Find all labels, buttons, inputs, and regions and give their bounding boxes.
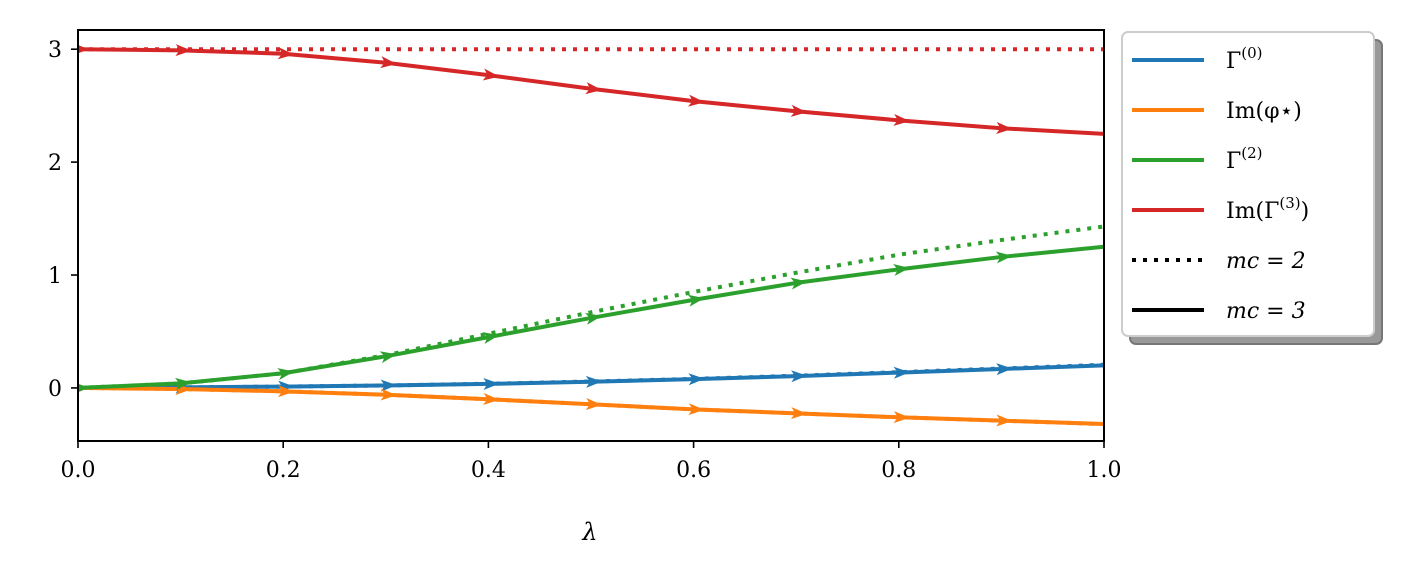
- series-arrow-g3_m3: [996, 121, 1013, 134]
- series-arrow-g0_m3: [790, 370, 808, 383]
- series-arrow-im_m3: [996, 414, 1013, 427]
- series-arrow-g3_m3: [688, 94, 705, 107]
- axes-frame: [77, 29, 1105, 442]
- y-tick-label: 0: [48, 377, 62, 402]
- y-tick-label: 1: [48, 264, 62, 289]
- series-arrow-g2_m3: [995, 251, 1013, 264]
- series-arrow-g2_m3: [78, 382, 89, 395]
- x-tick-label: 0.4: [471, 458, 506, 483]
- x-tick-label: 0.6: [676, 458, 711, 483]
- series-arrow-g3_m3: [790, 104, 808, 117]
- x-tick-label: 0.8: [881, 458, 916, 483]
- series-arrow-g2_m3: [790, 277, 808, 290]
- series-arrow-g3_m3: [277, 47, 295, 60]
- series-arrow-g0_m3: [688, 373, 705, 386]
- x-tick-label: 1.0: [1087, 458, 1122, 483]
- series-arrow-im_m3: [688, 403, 705, 416]
- series-arrow-g3_m3: [585, 82, 602, 95]
- series-arrow-g3_m3: [175, 44, 192, 57]
- y-tick-label: 3: [48, 38, 62, 63]
- legend-label: mc = 3: [1226, 299, 1306, 324]
- series-arrow-g2_m3: [379, 351, 397, 364]
- series-arrow-g0_m3: [483, 377, 500, 390]
- series-arrow-g2_m3: [175, 377, 192, 390]
- legend-label: Im(φ⋆): [1226, 99, 1302, 124]
- x-tick-label: 0.0: [61, 458, 96, 483]
- axes-layer: 0.0 0.2 0.4 0.6 0.8 1.0 0 1 2 3: [48, 29, 1122, 483]
- series-arrow-im_m3: [893, 411, 910, 424]
- legend-label: mc = 2: [1226, 249, 1306, 274]
- series-arrow-im_m3: [380, 388, 397, 401]
- series-arrow-g0_m3: [893, 366, 910, 379]
- series-arrow-g2_m3: [585, 312, 602, 325]
- series-arrow-g2_m3: [893, 264, 910, 276]
- y-tick-label: 2: [48, 151, 62, 176]
- x-tick-label: 0.2: [266, 458, 301, 483]
- series-arrow-g2_m3: [482, 332, 500, 344]
- series-arrow-im_m3: [483, 392, 500, 405]
- series-arrow-g0_m3: [380, 379, 397, 392]
- series-arrow-g0_m3: [585, 375, 602, 388]
- legend-label: Im(Γ(3)): [1226, 194, 1309, 224]
- legend: Γ(0)Im(φ⋆)Γ(2)Im(Γ(3))mc = 2mc = 3: [1121, 31, 1383, 345]
- series-arrow-g3_m3: [78, 43, 89, 56]
- series-line-g2_m2: [78, 224, 1104, 390]
- legend-box: [1121, 31, 1375, 337]
- series-arrow-g3_m3: [380, 56, 397, 69]
- series-arrow-g0_m3: [996, 363, 1013, 376]
- series-layer: [78, 43, 1104, 427]
- x-axis-label: λ: [581, 518, 597, 546]
- series-arrow-g2_m3: [277, 368, 295, 380]
- series-arrow-g2_m3: [687, 294, 705, 307]
- series-arrow-im_m3: [790, 407, 808, 420]
- series-arrow-g3_m3: [482, 68, 500, 81]
- series-arrow-g3_m3: [893, 113, 910, 126]
- series-arrow-im_m3: [585, 398, 602, 411]
- series-arrow-im_m3: [278, 385, 295, 398]
